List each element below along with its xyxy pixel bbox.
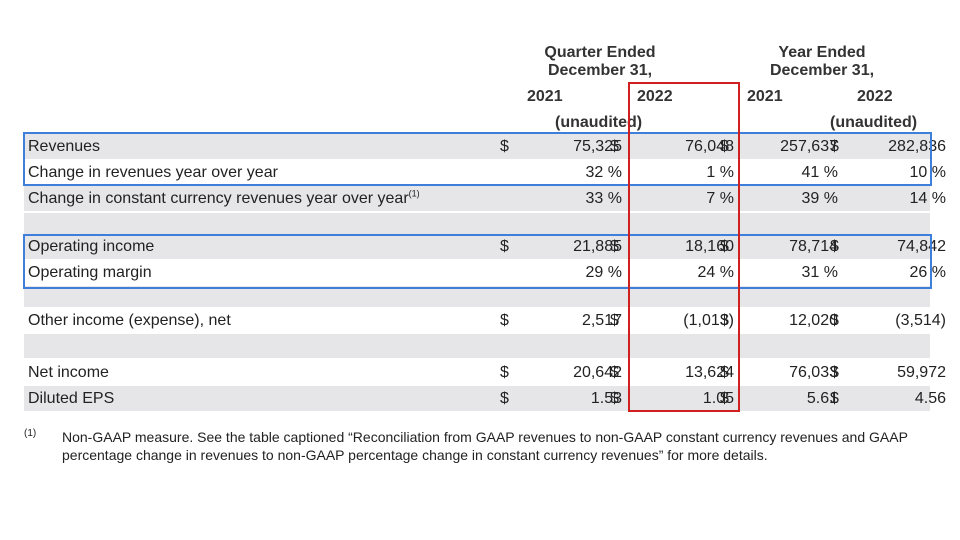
cell-y2022-value: 10 %	[909, 164, 946, 181]
cell-y2022-dollar: $	[830, 238, 839, 255]
cell-y2022-value: 14 %	[909, 190, 946, 207]
cell-q2022-value: 24 %	[697, 264, 734, 281]
cell-y2022-value: 26 %	[909, 264, 946, 281]
row-label: Operating margin	[28, 260, 152, 285]
cell-y2022-value: (3,514)	[895, 312, 946, 329]
cell-q2021-value: 75,325	[573, 138, 622, 155]
row-label: Net income	[28, 360, 109, 385]
cell-y2021-value: 12,020	[789, 312, 838, 329]
cell-y2021-value: 257,637	[780, 138, 838, 155]
cell-y2021-value: 31 %	[801, 264, 838, 281]
row-label: Diluted EPS	[28, 386, 114, 411]
unaudited-quarter-label: (unaudited)	[555, 114, 643, 131]
cell-q2021-value: 2,517	[581, 312, 622, 329]
cell-y2022-value: 4.56	[914, 390, 946, 407]
cell-y2021-dollar: $	[720, 312, 729, 329]
col-q2021-label: 2021	[527, 88, 563, 105]
cell-y2022-value: 74,842	[897, 238, 946, 255]
cell-y2021-value: 41 %	[801, 164, 838, 181]
cell-q2022-value: 76,048	[685, 138, 734, 155]
cell-q2021-value: 21,885	[573, 238, 622, 255]
row-label-text: Operating income	[28, 238, 155, 255]
footnote-text: Non-GAAP measure. See the table captione…	[62, 429, 908, 463]
row-label-text: Revenues	[28, 138, 101, 155]
table-row: Operating margin 29 % 24 % 31 % 26 %	[24, 260, 946, 285]
footnote-ref: (1)	[408, 188, 420, 199]
cell-q2021-dollar: $	[500, 390, 509, 407]
cell-q2022-value: 18,160	[685, 238, 734, 255]
cell-q2021-dollar: $	[500, 312, 509, 329]
cell-q2021-value: 33 %	[585, 190, 622, 207]
row-label: Change in constant currency revenues yea…	[28, 186, 420, 211]
cell-q2022-dollar	[610, 186, 624, 211]
cell-y2022-dollar: $	[830, 138, 839, 155]
cell-q2021-value: 20,642	[573, 364, 622, 381]
row-label: Change in revenues year over year	[28, 160, 278, 185]
cell-y2021-dollar: $	[720, 364, 729, 381]
cell-q2022-value: 7 %	[706, 190, 734, 207]
cell-q2021-value: 1.53	[590, 390, 622, 407]
col-y2022-label: 2022	[857, 88, 893, 105]
table-row: Net income $20,642 $13,624 $76,033 $59,972	[24, 360, 946, 385]
cell-q2022-value: 13,624	[685, 364, 734, 381]
row-bg-spacer	[24, 213, 930, 234]
cell-y2022-dollar: $	[830, 312, 839, 329]
row-label-text: Operating margin	[28, 264, 152, 281]
cell-y2022-dollar: $	[830, 364, 839, 381]
cell-y2021-dollar: $	[720, 238, 729, 255]
cell-y2022-value: 59,972	[897, 364, 946, 381]
cell-y2021-value: 78,714	[789, 238, 838, 255]
cell-q2021-value: 32 %	[585, 164, 622, 181]
col-q2022-label: 2022	[637, 88, 673, 105]
table-row: Operating income $21,885 $18,160 $78,714 $74…	[24, 234, 946, 259]
row-label-text: Other income (expense), net	[28, 312, 231, 329]
table-row: Change in constant currency revenues yea…	[24, 186, 946, 211]
cell-y2021-value: 5.61	[806, 390, 838, 407]
row-label: Revenues	[28, 134, 100, 159]
cell-y2021-dollar: $	[720, 390, 729, 407]
row-label-text: Net income	[28, 364, 109, 381]
table-row: Revenues $75,325 $76,048 $257,637 $282,836	[24, 134, 946, 159]
row-bg-spacer	[24, 334, 930, 358]
table-row: Change in revenues year over year 32 % 1 %…	[24, 160, 946, 185]
row-bg-constant-currency	[24, 186, 930, 211]
cell-y2022-dollar: $	[830, 390, 839, 407]
row-label-text: Change in constant currency revenues yea…	[28, 190, 409, 207]
table-row: Other income (expense), net $2,517 $ (1,013…	[24, 308, 946, 333]
row-label: Other income (expense), net	[28, 308, 231, 333]
quarter-ended-header: Quarter Ended December 31,	[544, 44, 656, 79]
highlight-box-operating	[23, 234, 932, 289]
cell-q2022-dollar: $	[610, 364, 619, 381]
col-y2021-label: 2021	[747, 88, 783, 105]
footnote-marker: (1)	[24, 428, 37, 439]
cell-q2021-dollar: $	[500, 138, 509, 155]
table-row: Diluted EPS $1.53 $1.05 $5.61 $4.56	[24, 386, 946, 411]
cell-q2022-value: 1.05	[702, 390, 734, 407]
row-bg-operating-income	[24, 234, 930, 259]
cell-q2022-dollar: $	[610, 138, 619, 155]
row-bg-spacer	[24, 286, 930, 307]
cell-y2021-value: 76,033	[789, 364, 838, 381]
cell-y2021-dollar: $	[720, 138, 729, 155]
cell-y2022-dollar	[830, 186, 844, 211]
highlight-box-revenues	[23, 132, 932, 186]
cell-q2022-dollar: $	[610, 312, 619, 329]
cell-q2022-dollar: $	[610, 390, 619, 407]
row-label-text: Change in revenues year over year	[28, 164, 278, 181]
cell-q2021-dollar: $	[500, 364, 509, 381]
row-bg-diluted-eps	[24, 386, 930, 411]
cell-q2022-value: (1,013)	[683, 312, 734, 329]
cell-q2021-dollar: $	[500, 238, 509, 255]
year-ended-header: Year Ended December 31,	[769, 44, 875, 79]
row-label: Operating income	[28, 234, 154, 259]
cell-q2021-dollar	[500, 186, 514, 211]
row-bg-revenues	[24, 134, 930, 159]
cell-q2022-dollar: $	[610, 238, 619, 255]
row-label-text: Diluted EPS	[28, 390, 115, 407]
highlight-box-q4-2022	[628, 82, 740, 412]
cell-y2021-value: 39 %	[801, 190, 838, 207]
cell-q2022-value: 1 %	[706, 164, 734, 181]
unaudited-year-label: (unaudited)	[830, 114, 918, 131]
cell-q2021-value: 29 %	[585, 264, 622, 281]
